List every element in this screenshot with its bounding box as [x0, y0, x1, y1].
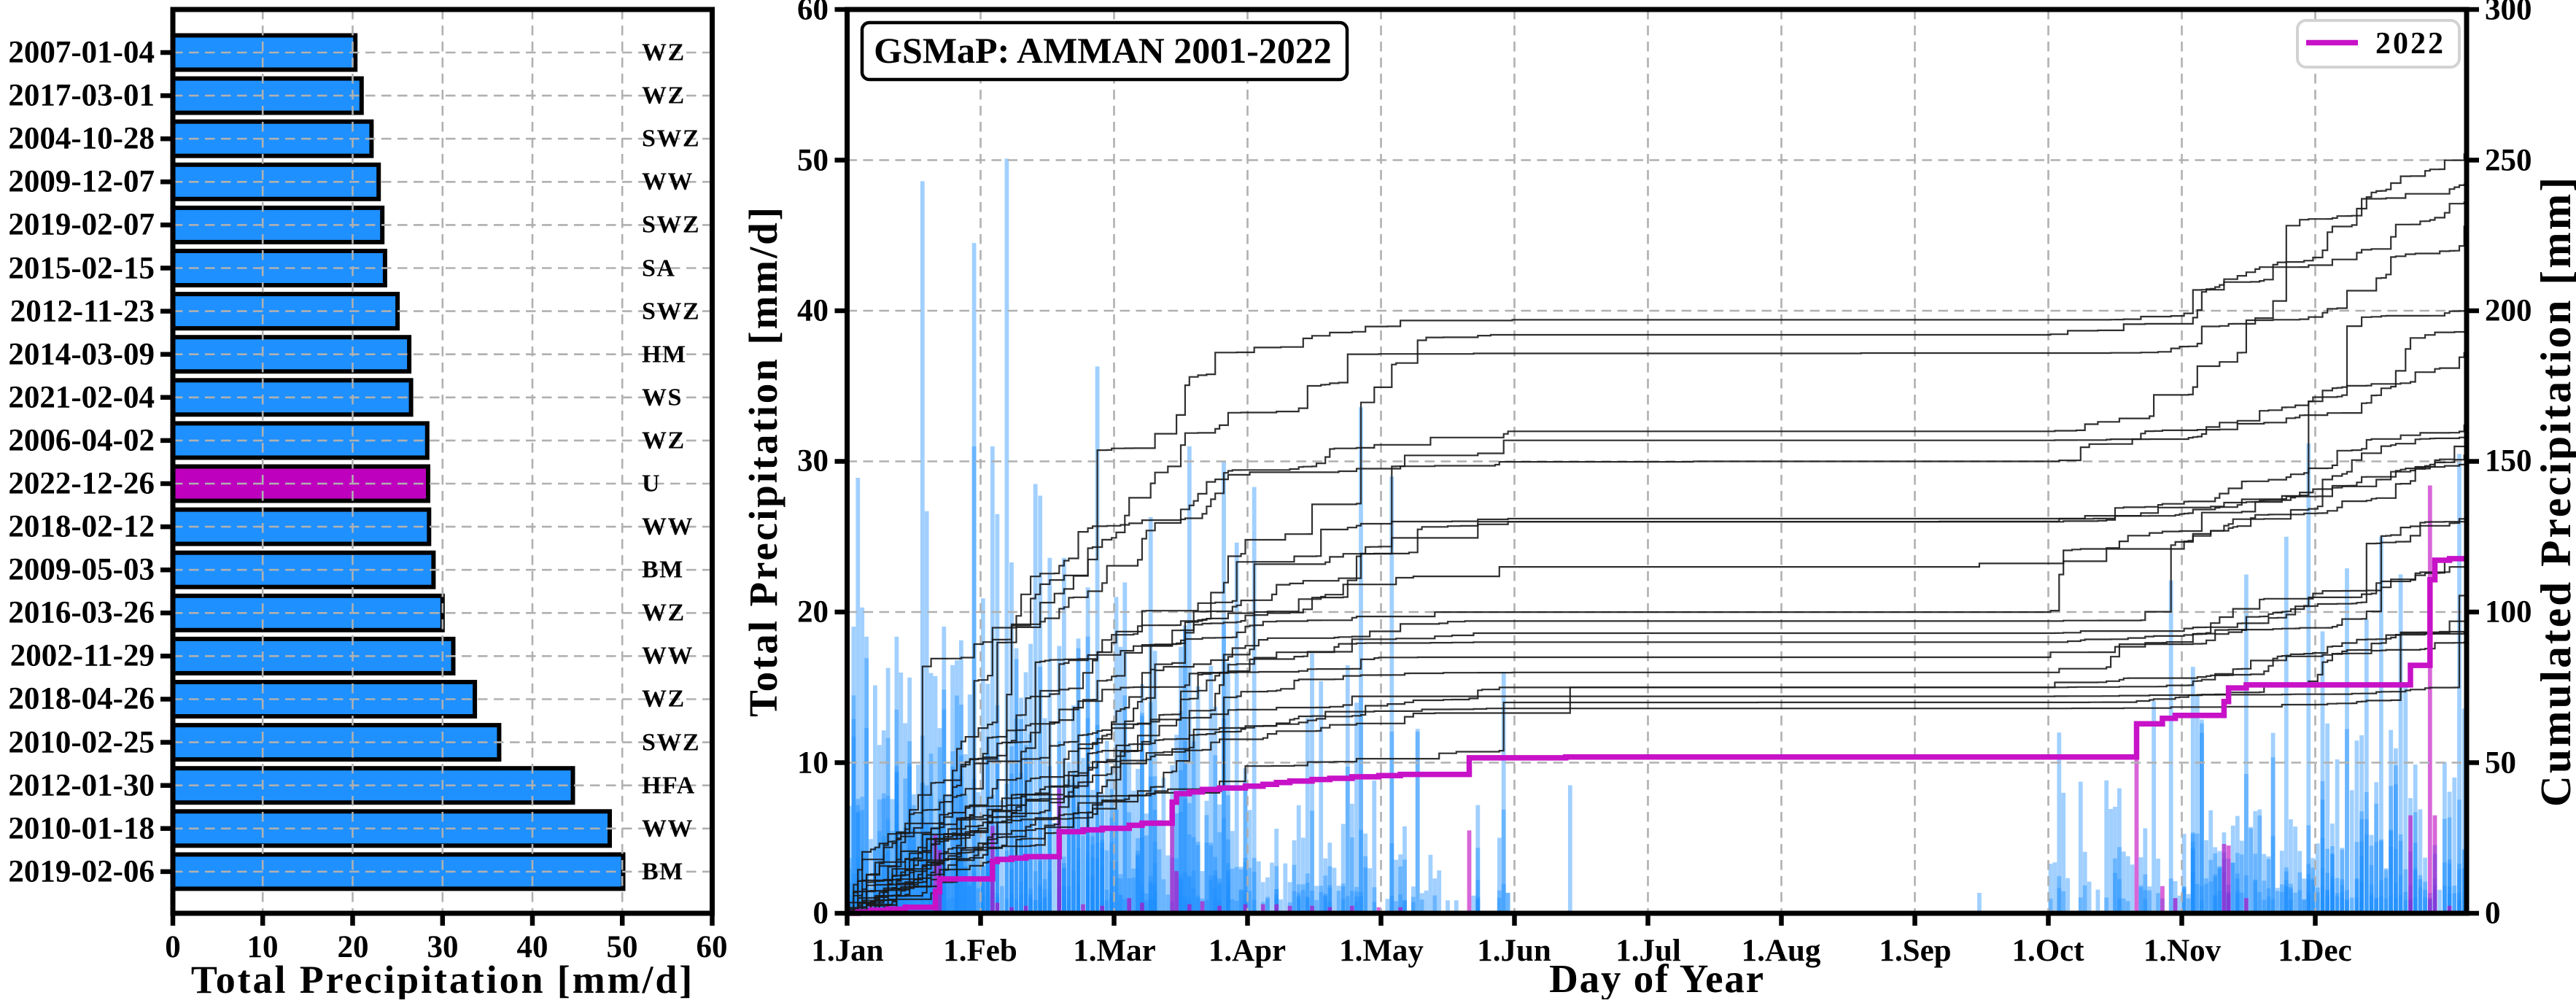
svg-text:2010-02-25: 2010-02-25	[8, 726, 155, 760]
svg-text:WZ: WZ	[642, 82, 686, 109]
svg-text:SA: SA	[642, 255, 675, 282]
svg-text:2016-03-26: 2016-03-26	[8, 596, 155, 630]
svg-text:1.Dec: 1.Dec	[2278, 934, 2351, 968]
svg-text:1.Feb: 1.Feb	[943, 934, 1017, 968]
svg-text:1.Jan: 1.Jan	[811, 934, 883, 968]
svg-text:WZ: WZ	[642, 427, 686, 454]
svg-text:2015-02-15: 2015-02-15	[8, 252, 155, 286]
svg-text:20: 20	[338, 930, 369, 964]
svg-text:2006-04-02: 2006-04-02	[8, 424, 155, 458]
svg-text:2009-12-07: 2009-12-07	[8, 165, 155, 199]
svg-text:Total Precipitation [mm/d]: Total Precipitation [mm/d]	[741, 205, 785, 717]
svg-text:Day of Year: Day of Year	[1549, 956, 1765, 999]
svg-text:Total Precipitation [mm/d]: Total Precipitation [mm/d]	[191, 958, 694, 999]
svg-text:GSMaP: AMMAN 2001-2022: GSMaP: AMMAN 2001-2022	[874, 30, 1332, 71]
svg-text:10: 10	[797, 746, 829, 781]
svg-text:WZ: WZ	[642, 686, 686, 713]
svg-text:30: 30	[797, 444, 829, 479]
svg-text:2022-12-26: 2022-12-26	[8, 467, 155, 501]
svg-text:2019-02-06: 2019-02-06	[8, 855, 155, 889]
svg-text:40: 40	[517, 930, 548, 964]
svg-text:100: 100	[2485, 595, 2532, 630]
svg-text:BM: BM	[642, 859, 684, 886]
svg-text:WW: WW	[642, 169, 694, 195]
svg-text:WW: WW	[642, 514, 694, 541]
svg-text:WZ: WZ	[642, 600, 686, 627]
svg-text:50: 50	[797, 144, 829, 178]
svg-text:50: 50	[607, 930, 638, 964]
svg-text:200: 200	[2485, 294, 2532, 328]
svg-text:1.Sep: 1.Sep	[1879, 934, 1951, 968]
svg-text:1.Apr: 1.Apr	[1209, 934, 1286, 968]
svg-text:2017-03-01: 2017-03-01	[8, 79, 155, 113]
svg-text:150: 150	[2485, 444, 2532, 479]
svg-text:WZ: WZ	[642, 39, 686, 66]
svg-text:250: 250	[2485, 144, 2532, 178]
svg-text:2019-02-07: 2019-02-07	[8, 208, 155, 242]
svg-text:HM: HM	[642, 341, 687, 368]
svg-text:2004-10-28: 2004-10-28	[8, 122, 155, 156]
svg-text:2021-02-04: 2021-02-04	[8, 381, 155, 415]
svg-text:BM: BM	[642, 557, 684, 584]
svg-text:0: 0	[165, 930, 181, 964]
svg-text:2014-03-09: 2014-03-09	[8, 338, 155, 372]
svg-text:30: 30	[427, 930, 459, 964]
svg-text:WW: WW	[642, 643, 694, 670]
svg-text:SWZ: SWZ	[642, 298, 700, 325]
svg-text:2022: 2022	[2375, 27, 2445, 61]
svg-text:2002-11-29: 2002-11-29	[10, 639, 155, 673]
svg-text:WW: WW	[642, 816, 694, 843]
svg-text:10: 10	[247, 930, 279, 964]
svg-text:40: 40	[797, 294, 829, 328]
svg-text:2012-01-30: 2012-01-30	[8, 769, 155, 803]
svg-text:SWZ: SWZ	[642, 125, 700, 152]
svg-text:20: 20	[797, 595, 829, 630]
svg-text:1.Jun: 1.Jun	[1477, 934, 1551, 968]
svg-text:2010-01-18: 2010-01-18	[8, 812, 155, 846]
svg-text:2018-04-26: 2018-04-26	[8, 682, 155, 716]
svg-text:1.Oct: 1.Oct	[2011, 934, 2084, 968]
svg-text:1.Aug: 1.Aug	[1742, 934, 1821, 968]
svg-text:60: 60	[797, 0, 829, 27]
svg-text:SWZ: SWZ	[642, 212, 700, 239]
svg-text:HFA: HFA	[642, 772, 696, 799]
svg-text:1.Nov: 1.Nov	[2144, 934, 2222, 968]
svg-text:0: 0	[2485, 896, 2501, 931]
svg-text:60: 60	[697, 930, 728, 964]
svg-text:2007-01-04: 2007-01-04	[8, 36, 155, 70]
svg-text:300: 300	[2485, 0, 2532, 27]
svg-text:SWZ: SWZ	[642, 729, 700, 756]
svg-text:2018-02-12: 2018-02-12	[8, 510, 155, 544]
svg-text:WS: WS	[642, 384, 683, 411]
svg-text:0: 0	[813, 896, 829, 931]
svg-text:U: U	[642, 470, 661, 497]
svg-text:1.May: 1.May	[1339, 934, 1424, 968]
svg-text:2009-05-03: 2009-05-03	[8, 553, 155, 587]
svg-text:2012-11-23: 2012-11-23	[10, 295, 155, 329]
svg-text:1.Mar: 1.Mar	[1073, 934, 1155, 968]
svg-text:1.Jul: 1.Jul	[1615, 934, 1681, 968]
svg-text:Cumulated Precipitation [mm]: Cumulated Precipitation [mm]	[2532, 175, 2576, 807]
svg-text:50: 50	[2485, 746, 2516, 781]
